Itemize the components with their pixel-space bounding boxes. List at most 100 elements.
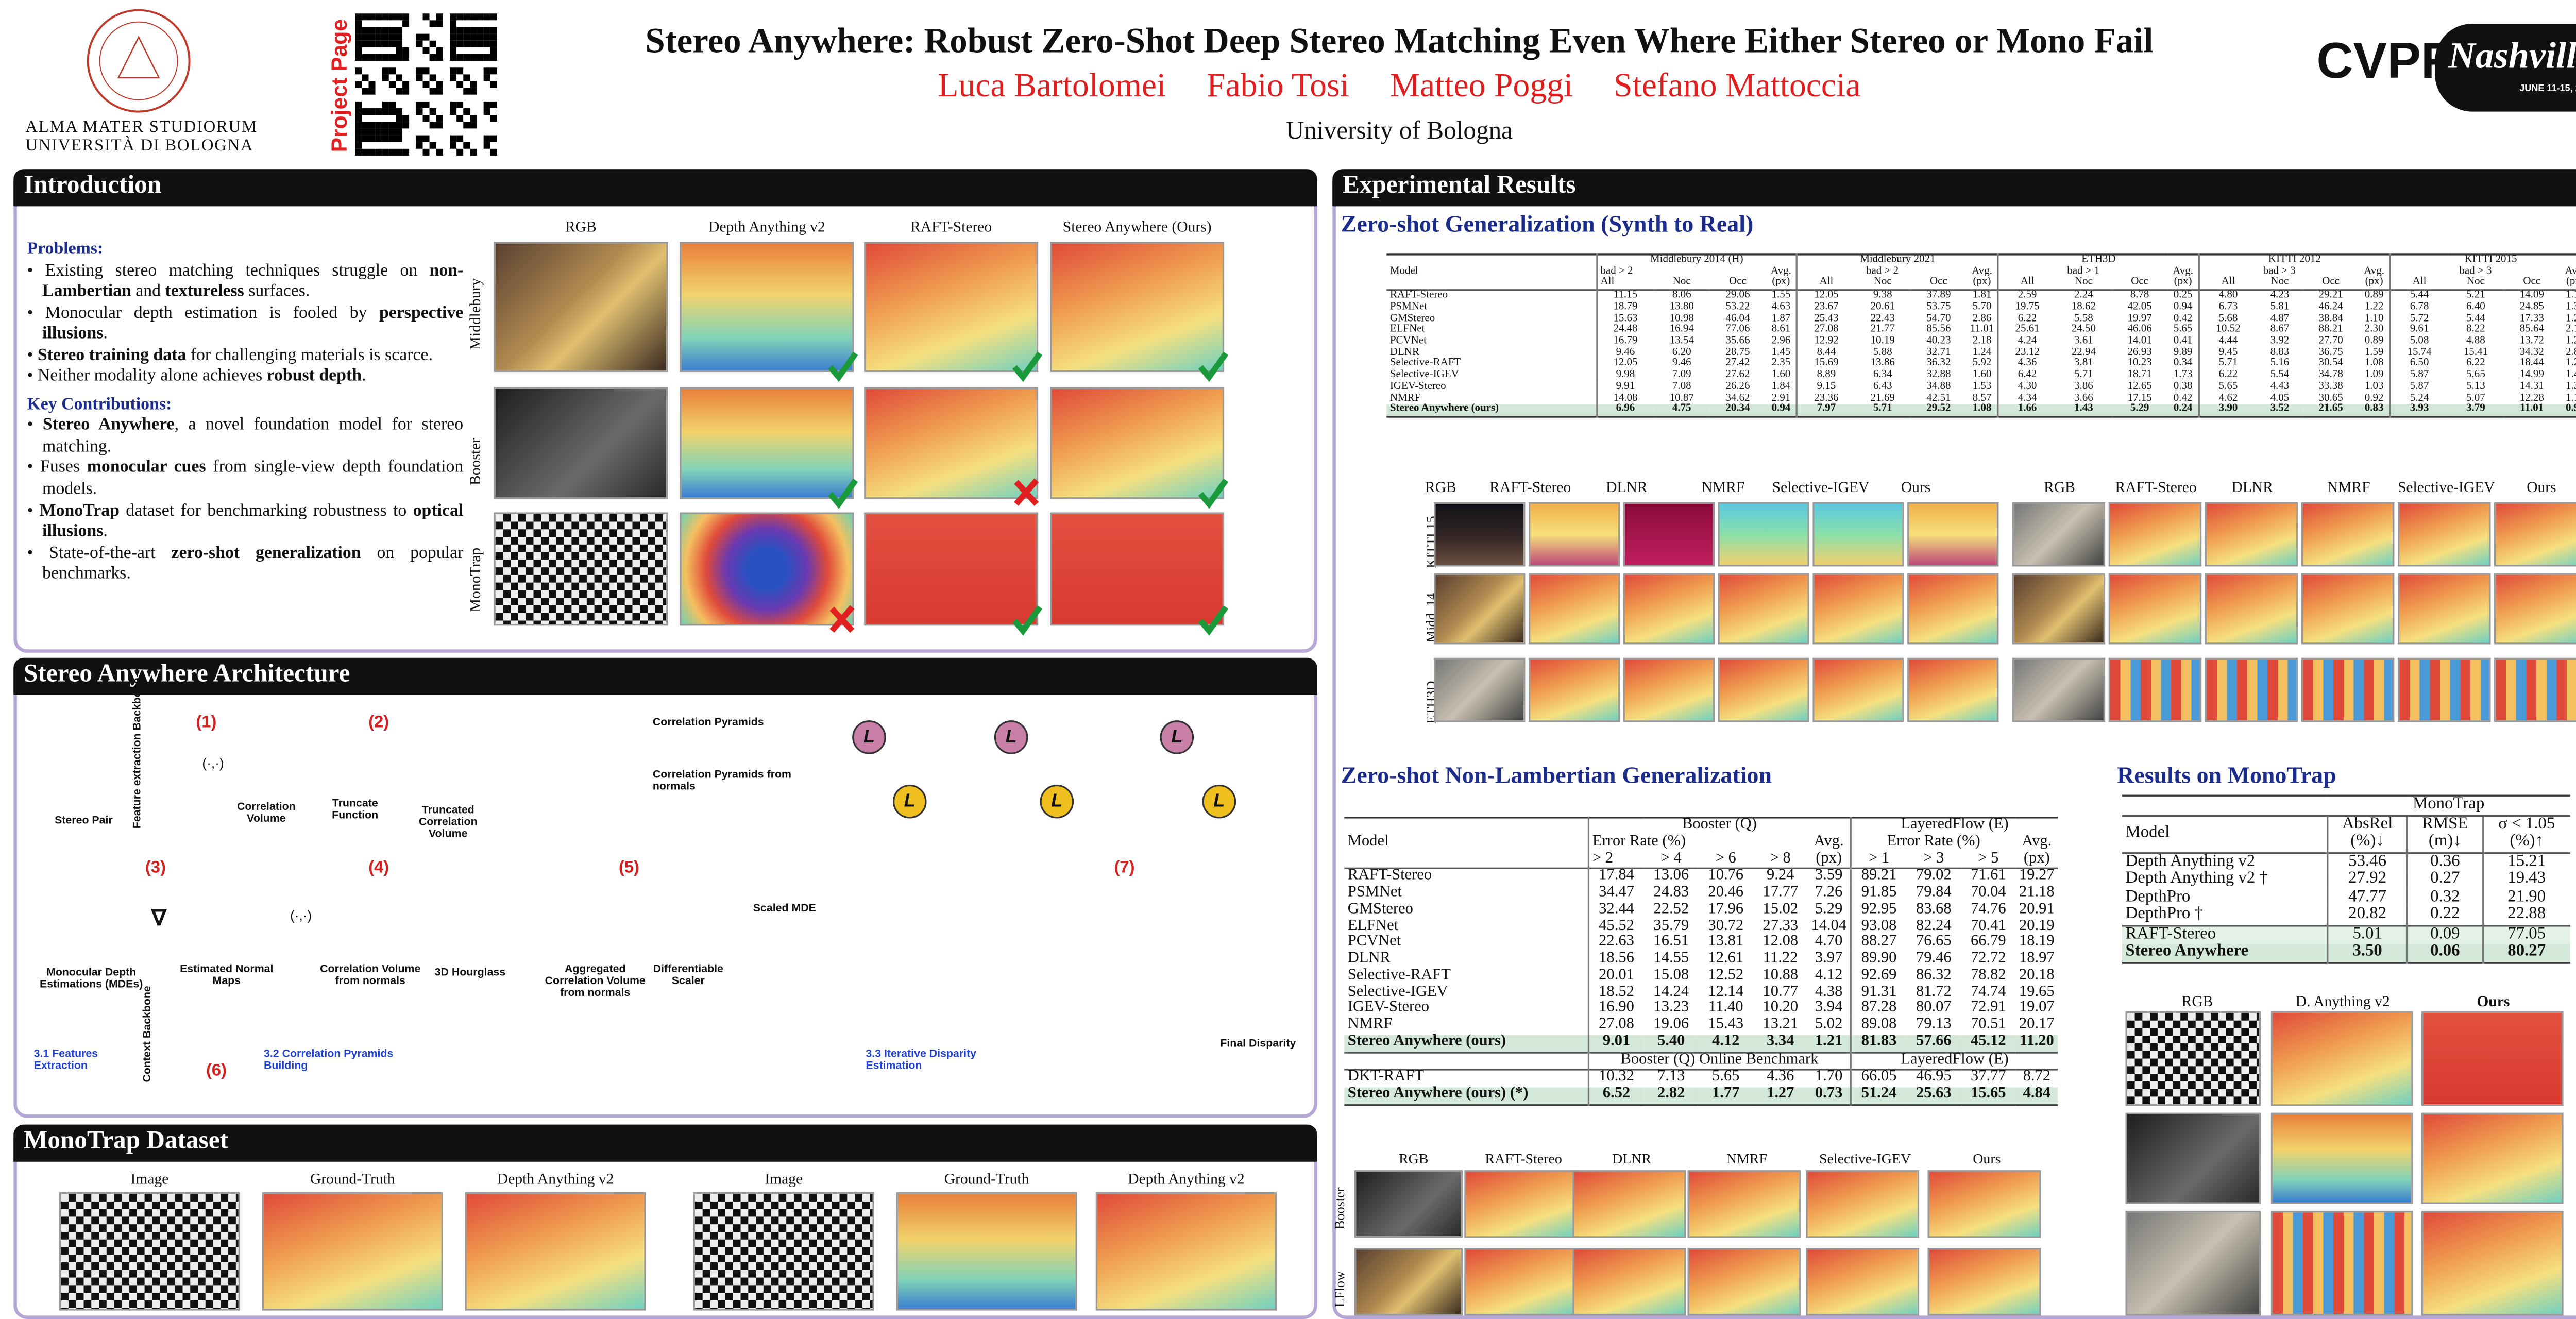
label: RAFT-Stereo [1489,478,1571,496]
table-cell: 16.79 [1595,335,1654,348]
table-cell: 6.52 [1587,1086,1644,1105]
table-cell: 1.09 [2364,369,2384,381]
table-cell: 9.24 [1753,868,1808,886]
qr-module [422,54,430,61]
section-header: LayeredFlow (E) [1850,1051,2058,1070]
table-cell: 19.06 [1653,1016,1689,1034]
table-cell: 4.30 [1997,381,2056,394]
table-cell: 20.17 [2019,1016,2055,1034]
qr-module [443,74,450,81]
qr-module [443,47,450,55]
qr-module [375,54,382,61]
table-cell: 19.65 [2019,983,2055,1001]
table-cell: 26.26 [1725,380,1750,393]
table-cell: 4.24 [1997,335,2056,348]
authors: Luca Bartolomei Fabio Tosi Matteo Poggi Ste… [507,67,2292,106]
lookup-node: L [852,720,886,754]
qr-module [429,122,436,129]
table-cell: DLNR [1347,950,1391,968]
subtitle: Zero-shot Non-Lambertian Generalization [1341,764,1772,790]
image [1354,1170,1463,1238]
table-cell: 7.97 [1796,403,1855,417]
diagram-label: Correlation Pyramids [652,717,764,729]
bullet: • Monocular depth estimation is fooled b… [27,303,464,344]
label: Stereo Anywhere (Ours) [1062,218,1212,235]
table-cell: 16.94 [1669,323,1694,335]
table-cell: 9.45 [2198,347,2257,360]
label: RGB [2044,478,2075,496]
avg-header: Avg. (px) [1814,833,1844,867]
qr-module [402,81,410,88]
author: Matteo Poggi [1389,67,1573,105]
qr-module [388,40,396,47]
table-cell: 16.51 [1653,934,1689,951]
qr-module [490,108,497,115]
table-cell: 2.59 [1997,289,2056,303]
table-cell: 19.07 [2019,1000,2055,1017]
qr-module [456,20,464,27]
table-cell: 2.86 [1972,312,1992,324]
table-cell: 19.43 [2481,870,2570,889]
image [1434,657,1526,722]
image [1907,657,1999,722]
qr-module [490,142,497,149]
label: NMRF [2327,478,2370,496]
table-cell: Selective-IGEV [1389,369,1459,381]
table-cell: 15.65 [1961,1086,2016,1105]
table-cell: 6.78 [2389,301,2448,314]
qr-module [409,101,416,109]
table-cell: DKT-RAFT [1344,1069,1588,1088]
table-cell: 86.32 [1916,967,1952,984]
table-cell: 17.33 [2519,312,2544,324]
table-cell: 5.87 [2389,381,2448,394]
qr-module [416,88,423,95]
qr-module [362,108,369,115]
label: DLNR [1612,1149,1652,1167]
table-cell: 1.21 [1807,1033,1851,1052]
qr-module [382,47,389,55]
table-cell: 5.71 [1854,403,1911,417]
qr-module [436,47,443,55]
table-cell: 11.01 [2503,403,2560,417]
image [1434,573,1526,645]
image [680,512,854,626]
table-cell: 3.94 [1815,1000,1843,1017]
qr-module [477,142,484,149]
qr-module [483,13,490,21]
group-header: ETH3D [1997,253,2199,267]
qr-module [355,94,362,102]
diagram-label: Monocular Depth Estimations (MDEs) [40,967,143,991]
table-cell: 72.72 [1971,950,2006,968]
qr-module [429,101,436,109]
table-cell: 10.20 [1762,1000,1799,1017]
table-cell: 66.79 [1971,934,2006,951]
table-cell: RAFT-Stereo [1344,868,1588,886]
qr-module [368,47,376,55]
column-header: > 8 [1770,850,1791,867]
table-cell: 8.78 [2111,289,2168,303]
group-header: KITTI 2012 [2198,253,2391,267]
table-cell: 4.43 [2270,380,2290,393]
image [1718,502,1809,567]
qr-module [443,108,450,115]
table-cell: 5.65 [1698,1069,1753,1088]
qr-module [395,88,403,95]
qr-module [422,13,430,21]
table-cell: 71.61 [1961,868,2016,886]
table-cell: 17.84 [1587,868,1644,886]
label: Selective-IGEV [2397,478,2495,496]
bullet: • Stereo Anywhere, a novel foundation mo… [27,416,464,456]
qr-module [375,81,382,88]
table-cell: 15.21 [2481,851,2570,871]
qr-module [416,128,423,136]
qr-code [355,13,497,156]
qr-module [368,54,376,61]
column-header: > 4 [1660,850,1682,867]
table-cell: 4.87 [2270,312,2290,324]
qr-module [436,122,443,129]
qr-module [456,61,464,68]
table-cell: 79.13 [1916,1016,1952,1034]
table-cell: 3.34 [1753,1033,1808,1052]
diagram-label: 3D Hourglass [434,967,506,979]
qr-module [375,115,382,122]
